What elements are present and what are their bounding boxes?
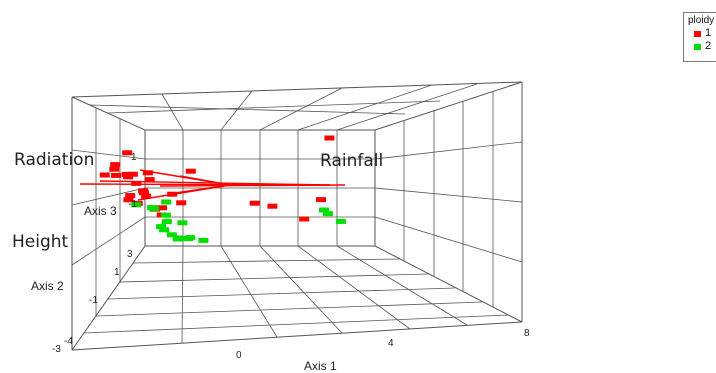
legend-item-ploidy-1: 1 (694, 27, 716, 40)
grid-line (374, 187, 523, 203)
data-point-ploidy-2 (322, 211, 333, 217)
data-point-ploidy-2 (166, 232, 177, 238)
legend: ploidy 1 2 (683, 12, 716, 62)
legend-swatch (694, 30, 701, 37)
grid-line (83, 314, 509, 334)
grid-line (107, 100, 441, 114)
data-point-ploidy-1 (131, 180, 142, 186)
data-point-ploidy-1 (141, 193, 152, 199)
legend-item-ploidy-2: 2 (694, 40, 716, 53)
data-point-ploidy-1 (267, 203, 278, 209)
vector-arrow (179, 175, 231, 186)
y-axis-title: Axis 2 (31, 279, 64, 293)
data-point-ploidy-1 (123, 174, 134, 180)
grid-line (71, 216, 146, 266)
grid-line (374, 216, 523, 263)
frame-line (71, 81, 523, 98)
data-point-ploidy-1 (299, 216, 310, 222)
data-point-ploidy-1 (127, 171, 138, 177)
grid-line (259, 245, 343, 334)
data-point-ploidy-2 (149, 206, 160, 212)
data-point-ploidy-2 (185, 235, 196, 241)
data-point-ploidy-1 (167, 191, 178, 197)
data-point-ploidy-1 (123, 197, 134, 203)
data-point-ploidy-2 (156, 224, 167, 230)
x-axis-title: Axis 1 (304, 359, 337, 373)
data-point-ploidy-1 (249, 200, 260, 206)
z-tick-label: -1 (128, 199, 137, 210)
data-point-ploidy-1 (139, 190, 149, 196)
data-point-ploidy-2 (159, 227, 170, 233)
data-point-ploidy-1 (324, 135, 335, 141)
data-point-ploidy-1 (122, 150, 133, 156)
y-tick-label: -1 (89, 295, 98, 306)
data-point-ploidy-1 (110, 162, 121, 168)
grid-line (220, 245, 278, 338)
grid-line (220, 90, 253, 131)
vector-label-rainfall: Rainfall (320, 151, 383, 171)
grid-line (89, 104, 406, 115)
frame-line (71, 96, 146, 131)
data-point-ploidy-2 (319, 207, 329, 213)
data-point-ploidy-1 (316, 197, 326, 203)
frame-line (374, 81, 523, 131)
y-tick-label: 3 (127, 249, 133, 260)
x-tick-label: -4 (64, 336, 73, 347)
data-point-ploidy-1 (185, 168, 196, 174)
legend-swatch (694, 43, 701, 50)
data-point-ploidy-2 (131, 202, 142, 208)
x-axis-ticks: -4 0 4 8 (64, 328, 530, 361)
data-point-ploidy-1 (144, 177, 155, 183)
z-axis-title: Axis 3 (84, 204, 117, 218)
z-axis-ticks: 1 -1 (128, 152, 137, 210)
y-tick-label: 1 (114, 267, 120, 278)
frame-line (374, 245, 523, 323)
y-axis-ticks: -3 -1 1 3 (52, 249, 133, 355)
grid-line (259, 87, 343, 131)
grid-line (297, 84, 433, 131)
data-point-ploidy-2 (160, 212, 171, 218)
data-point-ploidy-1 (99, 172, 110, 178)
grid-line (107, 287, 456, 300)
grid-line (71, 187, 146, 206)
data-point-ploidy-2 (161, 219, 172, 225)
x-tick-label: 0 (236, 350, 242, 361)
z-tick-label: 1 (131, 152, 137, 163)
frame-line (71, 321, 523, 351)
data-point-ploidy-1 (109, 166, 120, 172)
data-point-ploidy-1 (157, 205, 167, 211)
plot-box-frame (71, 81, 523, 351)
data-point-ploidy-2 (161, 199, 172, 205)
data-point-ploidy-1 (111, 172, 122, 178)
data-point-ploidy-1 (176, 200, 187, 206)
y-tick-label: -3 (52, 344, 61, 355)
grid-line (336, 245, 468, 326)
data-point-ploidy-2 (172, 235, 183, 241)
vector-label-height: Height (12, 232, 69, 252)
vector-rainfall-arrow (159, 184, 346, 187)
vector-arrow (174, 184, 231, 194)
scatter-points (99, 135, 346, 243)
x-tick-label: 4 (388, 338, 394, 349)
grid-line (119, 273, 429, 283)
vector-label-radiation: Radiation (14, 150, 94, 170)
data-point-ploidy-2 (177, 220, 188, 226)
data-point-ploidy-2 (335, 218, 346, 224)
grid-line (161, 93, 184, 131)
plot-grid (71, 83, 523, 344)
x-tick-label: 8 (524, 328, 530, 339)
data-point-ploidy-2 (198, 237, 209, 243)
legend-label: 2 (705, 40, 712, 52)
legend-title: ploidy (688, 15, 715, 26)
grid-line (297, 245, 411, 330)
data-point-ploidy-1 (142, 170, 153, 176)
grid-line (374, 141, 523, 160)
grid-line (132, 258, 401, 264)
data-point-ploidy-1 (125, 193, 136, 199)
legend-label: 1 (705, 27, 712, 39)
grid-line (71, 149, 146, 160)
grid-line (336, 83, 478, 131)
grid-line (95, 301, 483, 317)
